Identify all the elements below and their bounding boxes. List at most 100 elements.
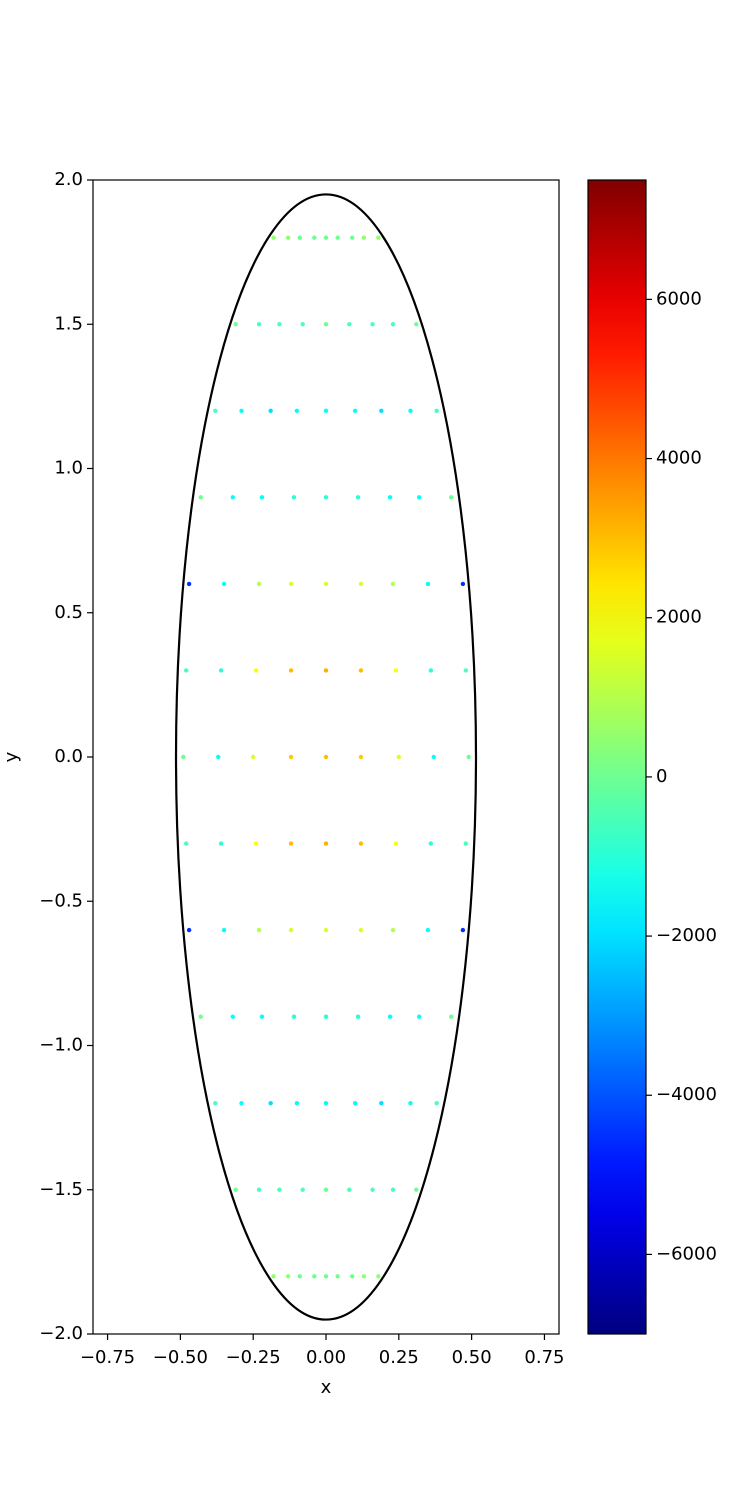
point	[449, 495, 454, 500]
point	[449, 1014, 454, 1019]
point	[288, 841, 294, 846]
point	[184, 841, 189, 846]
point	[361, 235, 367, 240]
point	[434, 1101, 439, 1106]
point	[376, 235, 381, 240]
point	[213, 1101, 218, 1106]
colorbar-tick-label: −6000	[656, 1243, 717, 1264]
point	[466, 754, 471, 760]
point	[294, 408, 300, 413]
point	[271, 1274, 276, 1279]
point	[390, 1187, 396, 1192]
y-tick-label: 0.0	[54, 746, 83, 767]
point	[233, 1187, 238, 1192]
point	[256, 1187, 262, 1192]
point	[414, 1187, 419, 1192]
point	[358, 668, 364, 673]
point	[323, 322, 329, 327]
colorbar-tick-label: −2000	[656, 925, 717, 946]
point	[460, 927, 466, 933]
y-tick-label: −2.0	[39, 1323, 83, 1344]
point	[186, 927, 192, 933]
point	[428, 668, 434, 673]
point	[431, 754, 436, 760]
point	[277, 322, 282, 327]
point	[294, 1101, 300, 1106]
point	[347, 1187, 352, 1192]
point	[393, 841, 399, 846]
point	[297, 1274, 302, 1279]
point	[425, 581, 431, 587]
point	[271, 235, 276, 240]
point	[268, 408, 273, 413]
point	[198, 495, 203, 500]
point	[218, 668, 224, 673]
point	[323, 1187, 329, 1192]
point	[253, 841, 259, 846]
plot-frame	[92, 179, 560, 1335]
x-tick-label: 0.00	[306, 1347, 346, 1368]
x-tick-label: 0.25	[379, 1347, 419, 1368]
point	[288, 754, 294, 760]
point	[370, 322, 375, 327]
point	[323, 235, 329, 240]
point	[221, 927, 227, 933]
point	[379, 408, 384, 413]
point	[259, 1014, 265, 1019]
colorbar	[587, 179, 647, 1335]
y-tick-label: −1.5	[39, 1179, 83, 1200]
point	[288, 668, 294, 673]
y-tick-label: −0.5	[39, 890, 83, 911]
y-axis-label: y	[1, 751, 22, 762]
point	[417, 495, 422, 500]
point	[390, 322, 396, 327]
x-tick-label: −0.75	[80, 1347, 135, 1368]
point	[288, 581, 294, 587]
point	[297, 235, 302, 240]
point	[393, 668, 399, 673]
point	[417, 1014, 422, 1019]
point	[463, 841, 468, 846]
point	[323, 408, 329, 413]
point	[323, 1101, 329, 1106]
point	[350, 1274, 355, 1279]
point	[323, 927, 329, 933]
point	[230, 495, 235, 500]
point	[259, 495, 265, 500]
point	[358, 841, 364, 846]
y-tick-label: 1.5	[54, 313, 83, 334]
x-axis-label: x	[321, 1377, 332, 1398]
point	[277, 1187, 282, 1192]
x-tick-label: 0.50	[452, 1347, 492, 1368]
point	[376, 1274, 381, 1279]
x-tick-label: −0.25	[226, 1347, 281, 1368]
y-tick-label: 0.5	[54, 602, 83, 623]
point	[256, 927, 262, 933]
point	[408, 408, 413, 413]
point	[186, 581, 192, 587]
point	[300, 1187, 305, 1192]
point	[253, 668, 259, 673]
point	[256, 581, 262, 587]
point	[396, 754, 402, 760]
point	[312, 1274, 317, 1279]
point	[387, 1014, 393, 1019]
point	[425, 927, 431, 933]
point	[218, 841, 224, 846]
point	[288, 927, 294, 933]
point	[230, 1014, 235, 1019]
point	[239, 408, 244, 413]
point	[355, 1014, 361, 1019]
point	[323, 495, 329, 500]
colorbar-tick-label: −4000	[656, 1084, 717, 1105]
point	[323, 581, 329, 587]
point	[379, 1101, 384, 1106]
point	[256, 322, 262, 327]
point	[181, 754, 186, 760]
point	[291, 1014, 297, 1019]
point	[291, 495, 297, 500]
x-tick-label: −0.50	[153, 1347, 208, 1368]
point	[358, 927, 364, 933]
point	[239, 1101, 244, 1106]
point	[285, 235, 291, 240]
